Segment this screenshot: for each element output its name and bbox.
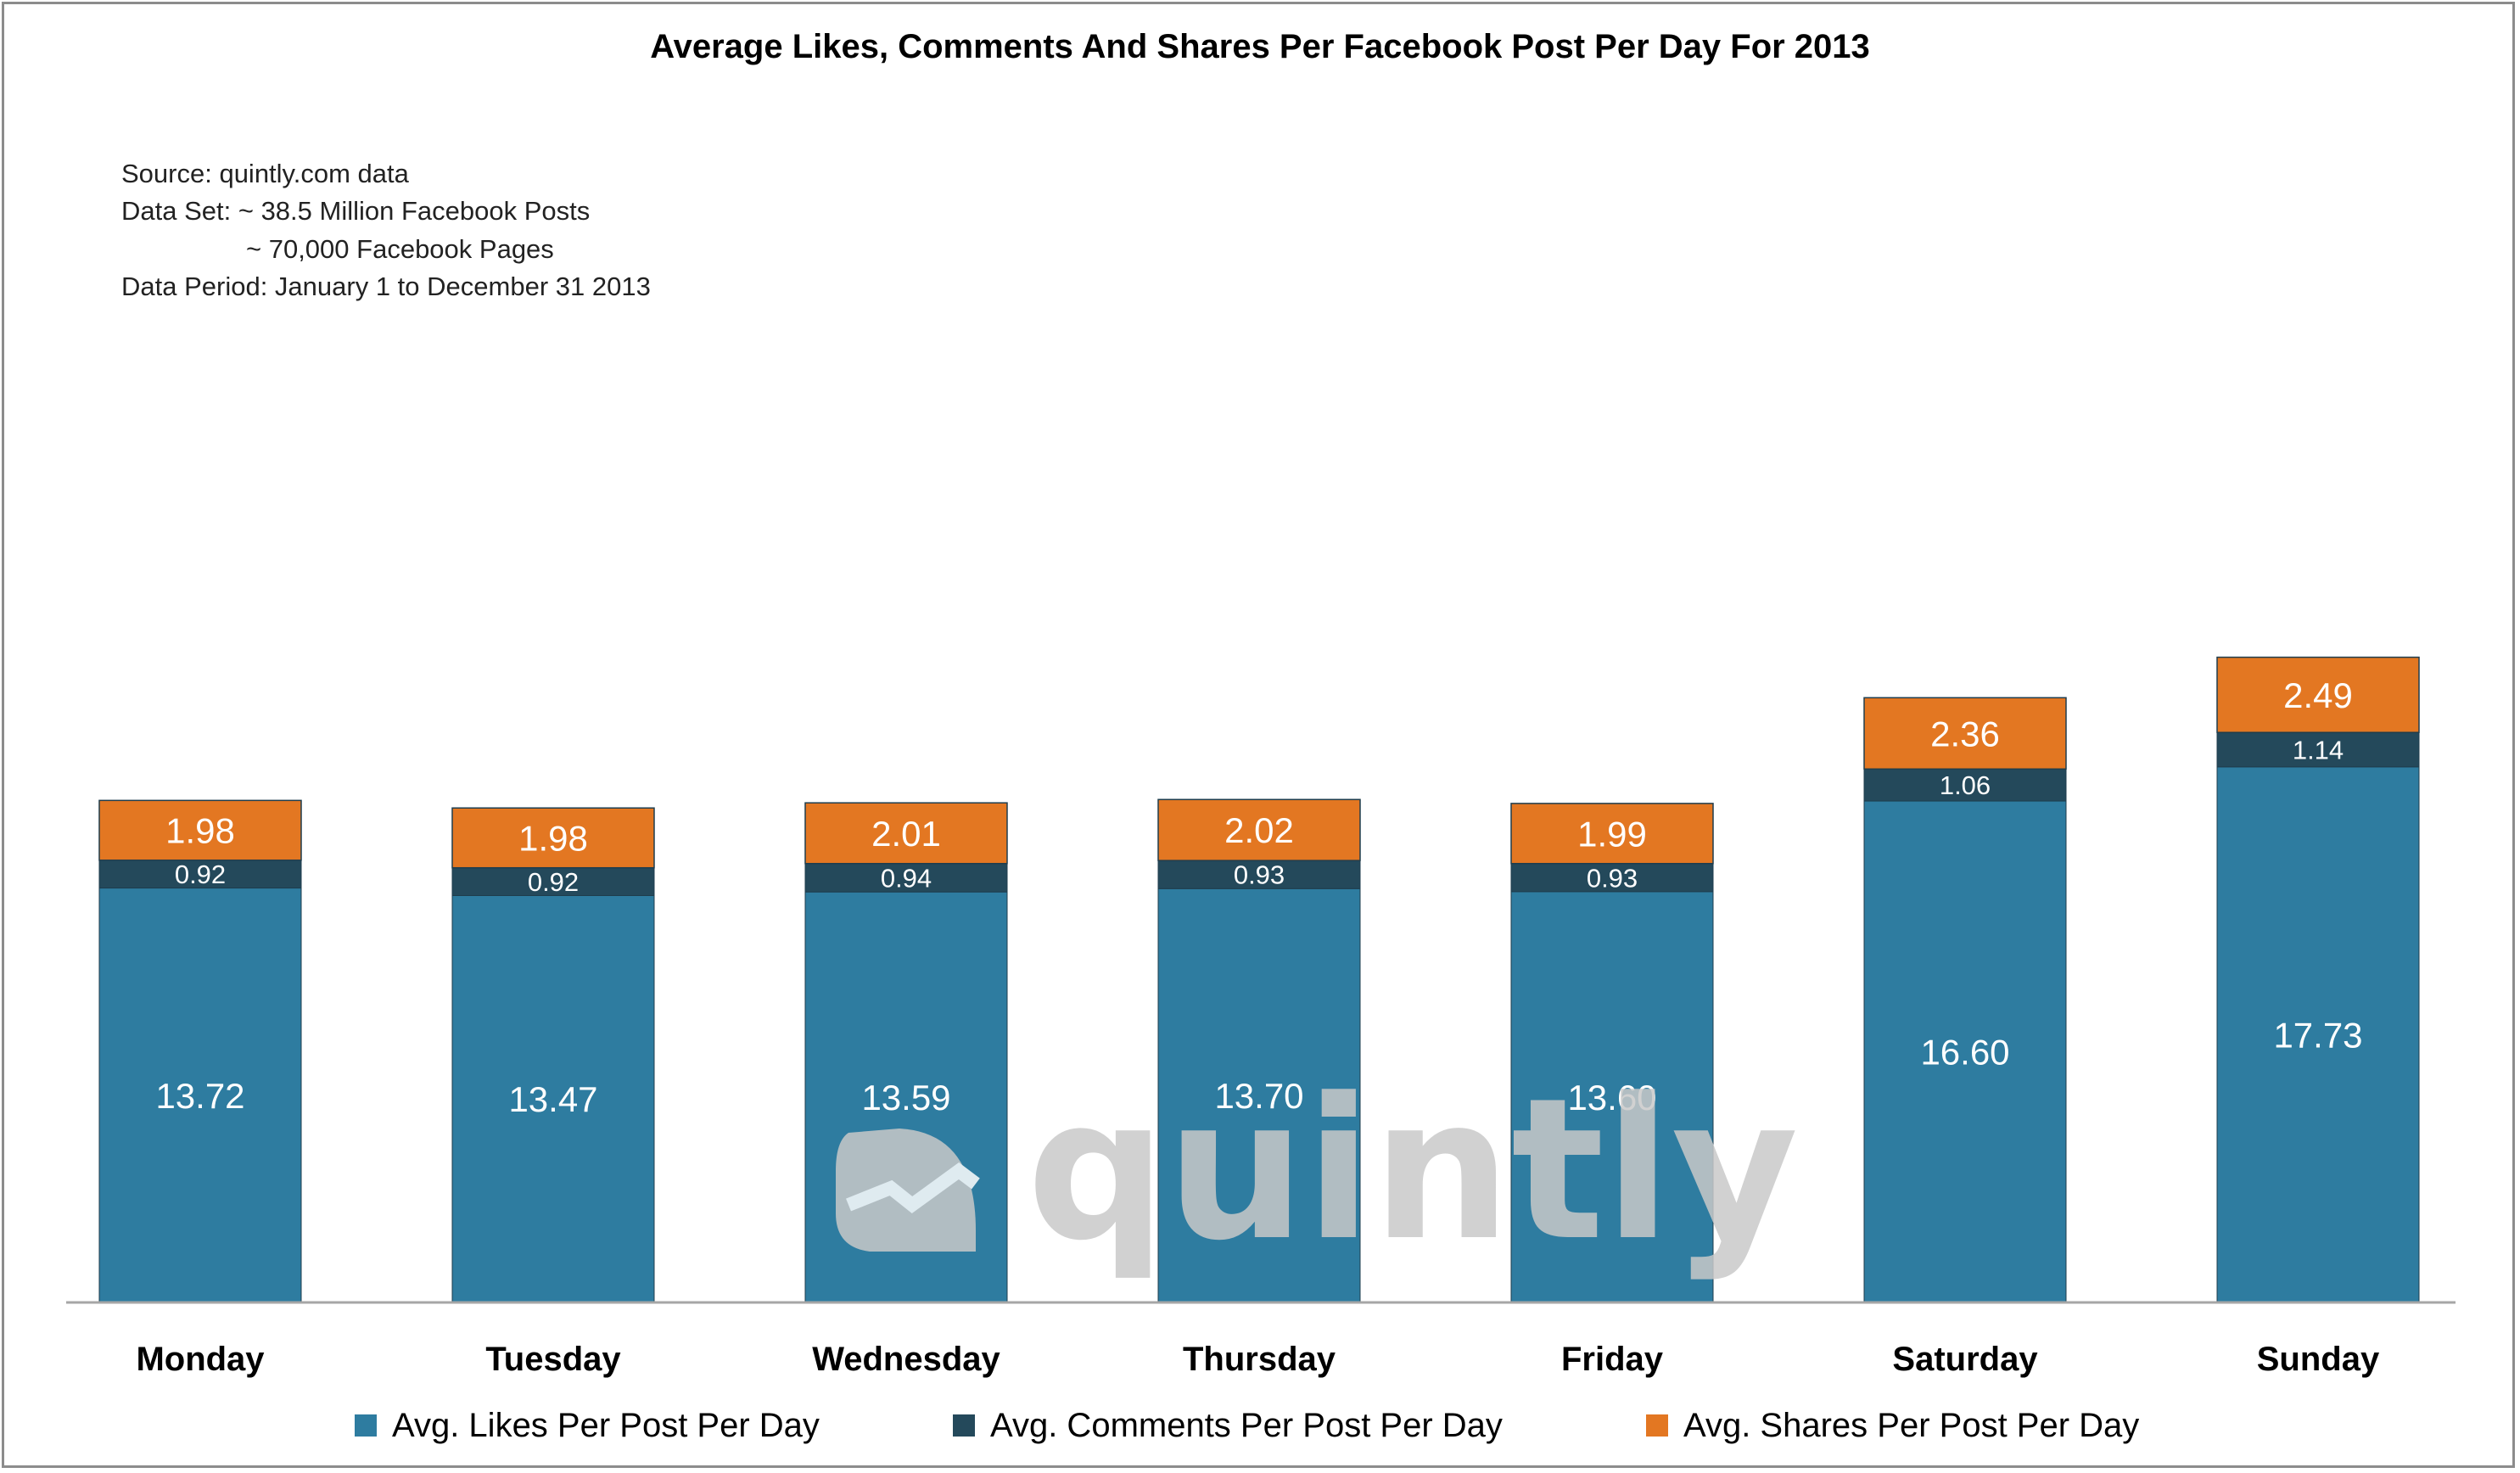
quintly-logo-icon: [836, 1129, 980, 1252]
legend: Avg. Likes Per Post Per Day Avg. Comments…: [355, 1407, 2139, 1444]
bar-comments-wednesday: [804, 863, 1008, 893]
legend-label-likes: Avg. Likes Per Post Per Day: [392, 1407, 820, 1444]
x-tick-label-wednesday: Wednesday: [812, 1341, 1000, 1378]
note-period: Data Period: January 1 to December 31 20…: [121, 272, 651, 301]
data-label-likes-sunday: 17.73: [2273, 1015, 2362, 1055]
watermark-logo: quintly: [836, 1057, 1799, 1284]
bar-likes-tuesday: [451, 894, 655, 1303]
x-tick-label-sunday: Sunday: [2257, 1341, 2380, 1378]
data-label-shares-saturday: 2.36: [1930, 714, 2000, 753]
data-label-shares-wednesday: 2.01: [871, 814, 941, 854]
bar-group: 13.72 0.92 1.98 13.47 0.92 1.98 13.59 0.94 2.01 1…: [98, 656, 2420, 1303]
data-label-shares-thursday: 2.02: [1224, 810, 1294, 850]
data-label-likes-wednesday: 13.59: [861, 1078, 950, 1117]
legend-swatch-comments: [953, 1414, 975, 1437]
data-label-likes-friday: 13.60: [1567, 1078, 1656, 1117]
bar-likes-monday: [98, 888, 302, 1303]
legend-label-comments: Avg. Comments Per Post Per Day: [990, 1407, 1503, 1444]
bar-comments-monday: [98, 860, 302, 889]
bar-likes-sunday: [2216, 766, 2420, 1303]
bar-comments-thursday: [1157, 860, 1361, 889]
legend-swatch-shares: [1646, 1414, 1668, 1437]
bar-shares-sunday: [2216, 656, 2420, 733]
data-label-likes-monday: 13.72: [155, 1076, 244, 1116]
data-label-likes-thursday: 13.70: [1214, 1076, 1303, 1116]
bar-shares-friday: [1510, 803, 1714, 865]
legend-label-shares: Avg. Shares Per Post Per Day: [1683, 1407, 2139, 1444]
data-label-comments-saturday: 1.06: [1940, 770, 1991, 800]
bar-comments-tuesday: [451, 867, 655, 896]
data-label-comments-sunday: 1.14: [2293, 736, 2344, 765]
data-label-comments-thursday: 0.93: [1234, 860, 1285, 890]
data-label-comments-monday: 0.92: [175, 860, 226, 889]
note-pages: ~ 70,000 Facebook Pages: [246, 234, 554, 264]
bar-shares-tuesday: [451, 807, 655, 869]
category-labels: Monday Tuesday Wednesday Thursday Friday Satu…: [136, 1341, 2380, 1378]
watermark-text: quintly: [1027, 1057, 1799, 1284]
bar-likes-friday: [1510, 891, 1714, 1303]
x-tick-label-thursday: Thursday: [1183, 1341, 1336, 1378]
data-label-shares-friday: 1.99: [1577, 814, 1647, 854]
x-tick-label-saturday: Saturday: [1892, 1341, 2038, 1378]
source-notes: Source: quintly.com data Data Set: ~ 38.…: [121, 159, 651, 301]
legend-swatch-likes: [355, 1414, 377, 1437]
bar-likes-saturday: [1863, 800, 2067, 1303]
data-label-comments-tuesday: 0.92: [528, 867, 579, 897]
note-dataset: Data Set: ~ 38.5 Million Facebook Posts: [121, 196, 590, 226]
bar-shares-monday: [98, 799, 302, 861]
chart-title: Average Likes, Comments And Shares Per F…: [650, 28, 1870, 65]
note-source: Source: quintly.com data: [121, 159, 410, 188]
bar-shares-wednesday: [804, 802, 1008, 865]
bar-comments-friday: [1510, 863, 1714, 893]
x-tick-label-tuesday: Tuesday: [485, 1341, 621, 1378]
data-label-likes-tuesday: 13.47: [508, 1079, 597, 1119]
data-label-comments-friday: 0.93: [1587, 863, 1638, 893]
bar-comments-saturday: [1863, 768, 2067, 802]
x-tick-label-monday: Monday: [136, 1341, 265, 1378]
data-label-shares-sunday: 2.49: [2283, 675, 2353, 715]
data-label-comments-wednesday: 0.94: [881, 863, 932, 893]
bar-shares-thursday: [1157, 798, 1361, 861]
data-label-likes-saturday: 16.60: [1920, 1033, 2009, 1073]
data-label-shares-monday: 1.98: [165, 811, 235, 851]
bar-comments-sunday: [2216, 731, 2420, 768]
bar-shares-saturday: [1863, 697, 2067, 770]
x-tick-label-friday: Friday: [1561, 1341, 1664, 1378]
data-label-shares-tuesday: 1.98: [518, 818, 588, 858]
